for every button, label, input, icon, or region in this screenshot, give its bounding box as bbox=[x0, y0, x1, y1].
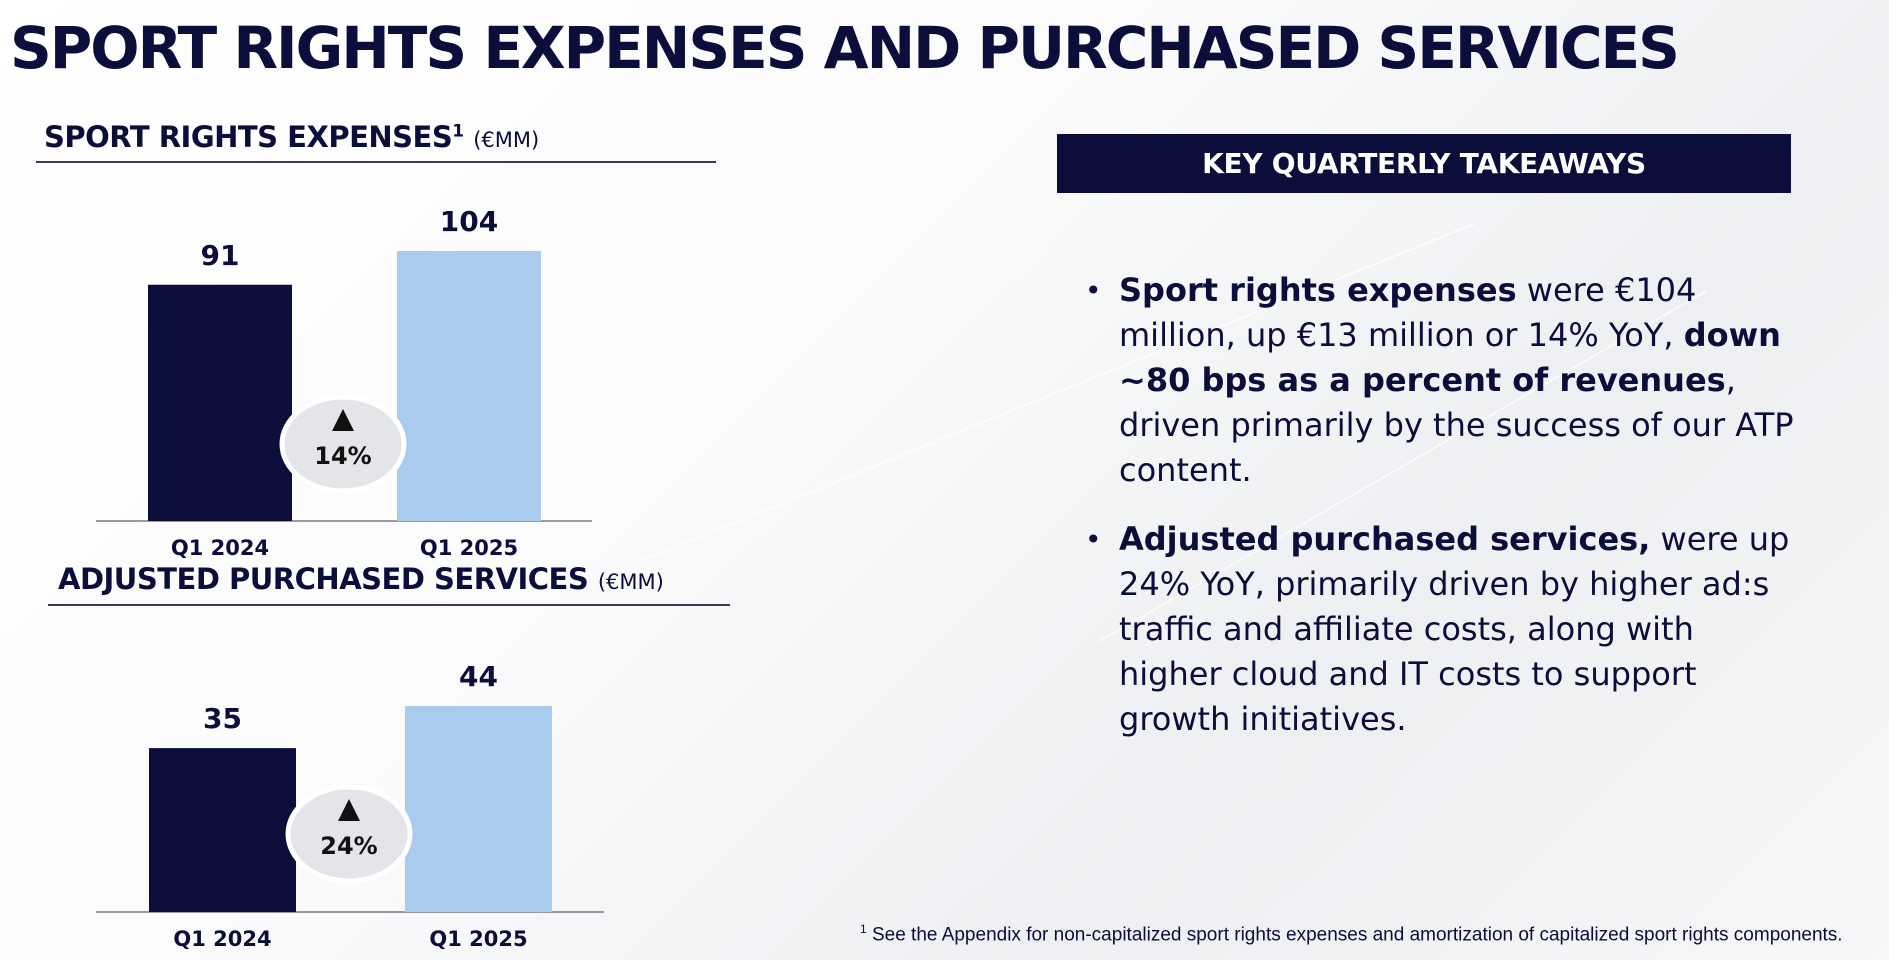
chart-2-value-label-0: 35 bbox=[203, 702, 242, 735]
chart-1-bar-0 bbox=[148, 284, 292, 521]
page-title: SPORT RIGHTS EXPENSES AND PURCHASED SERV… bbox=[10, 14, 1680, 82]
footnote: 1 See the Appendix for non-capitalized s… bbox=[860, 922, 1880, 946]
chart-2-title-rule bbox=[48, 604, 730, 606]
chart-1-bar-1 bbox=[397, 251, 541, 521]
chart-1-unit: (€MM) bbox=[473, 128, 540, 152]
takeaway-2-bold-1: Adjusted purchased services, bbox=[1119, 520, 1651, 558]
chart-1-title-superscript: 1 bbox=[452, 121, 464, 142]
chart-1-value-label-1: 104 bbox=[440, 205, 498, 238]
chart-1-value-label-0: 91 bbox=[201, 239, 240, 272]
chart-sport-rights-expenses: 91 Q1 2024 104 Q1 2025 14% bbox=[96, 205, 592, 560]
takeaway-bullet-purchased-services: Adjusted purchased services, were up 24%… bbox=[1085, 517, 1805, 742]
chart-2-unit: (€MM) bbox=[597, 570, 664, 594]
footnote-text: See the Appendix for non-capitalized spo… bbox=[866, 924, 1843, 946]
chart-adjusted-purchased-services: 35 Q1 2024 44 Q1 2025 24% bbox=[96, 660, 604, 951]
takeaway-1-text-1: were €104 million, up €13 million or 14%… bbox=[1119, 271, 1697, 354]
chart-1-category-label-1: Q1 2025 bbox=[420, 536, 518, 560]
chart-1-title: SPORT RIGHTS EXPENSES1 (€MM) bbox=[44, 120, 539, 154]
chart-2-category-label-1: Q1 2025 bbox=[429, 927, 527, 951]
takeaway-bullet-sport-rights: Sport rights expenses were €104 million,… bbox=[1085, 268, 1805, 493]
chart-2-change-badge bbox=[285, 784, 413, 884]
chart-1-change-badge bbox=[279, 394, 407, 494]
chart-1-title-rule bbox=[36, 161, 716, 163]
chart-1-change-badge-text: 14% bbox=[314, 442, 371, 470]
chart-1-title-text: SPORT RIGHTS EXPENSES bbox=[44, 120, 453, 154]
chart-2-bar-0 bbox=[149, 748, 296, 912]
takeaway-1-bold-2: down ~80 bps as a percent of revenues bbox=[1119, 316, 1781, 399]
takeaway-1-bold-1: Sport rights expenses bbox=[1119, 271, 1517, 309]
chart-2-title: ADJUSTED PURCHASED SERVICES (€MM) bbox=[58, 562, 664, 596]
chart-2-bar-1 bbox=[405, 706, 552, 912]
footnote-marker: 1 bbox=[860, 922, 867, 936]
up-triangle-icon bbox=[338, 799, 360, 821]
takeaway-2-text-1: were up 24% YoY, primarily driven by hig… bbox=[1119, 520, 1790, 738]
chart-1-category-label-0: Q1 2024 bbox=[171, 536, 269, 560]
takeaways-list: Sport rights expenses were €104 million,… bbox=[1085, 268, 1805, 766]
chart-2-change-badge-text: 24% bbox=[320, 832, 377, 860]
takeaway-1-text-2: , driven primarily by the success of our… bbox=[1119, 361, 1794, 489]
up-triangle-icon bbox=[332, 409, 354, 431]
chart-2-title-text: ADJUSTED PURCHASED SERVICES bbox=[58, 562, 589, 596]
chart-2-value-label-1: 44 bbox=[459, 660, 498, 693]
takeaways-header: KEY QUARTERLY TAKEAWAYS bbox=[1057, 134, 1791, 193]
chart-2-category-label-0: Q1 2024 bbox=[173, 927, 271, 951]
